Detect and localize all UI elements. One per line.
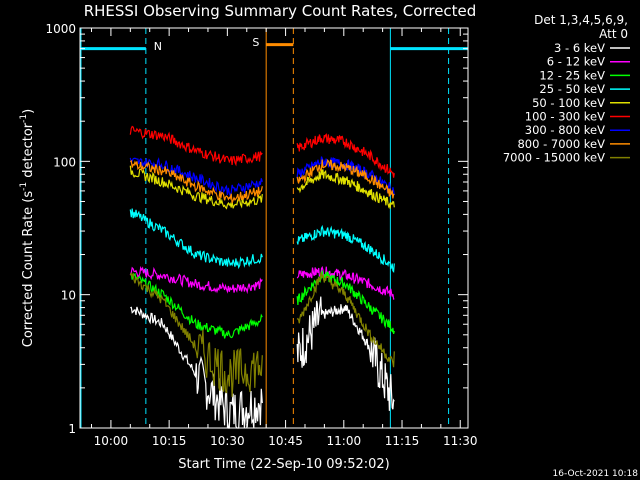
timestamp: 16-Oct-2021 10:18 <box>553 469 639 479</box>
legend-label: 6 - 12 keV <box>547 55 605 69</box>
y-tick-label: 1000 <box>45 22 76 36</box>
plot-frame <box>79 27 469 429</box>
legend-label: 300 - 800 keV <box>525 123 605 137</box>
legend-label: 800 - 7000 keV <box>517 137 605 151</box>
series-line <box>296 224 395 274</box>
y-axis-label-mid: detector <box>21 122 36 182</box>
legend-label: 100 - 300 keV <box>525 110 605 124</box>
x-tick-label: 10:00 <box>94 434 129 448</box>
y-axis-label-sup2: -1 <box>19 114 29 123</box>
x-tick-label: 10:30 <box>210 434 245 448</box>
series-line <box>296 272 395 368</box>
y-tick-label: 10 <box>61 289 76 303</box>
series-line <box>296 270 395 335</box>
series-line <box>130 272 263 339</box>
x-tick-label: 11:00 <box>327 434 362 448</box>
chart-title: RHESSI Observing Summary Count Rates, Co… <box>84 2 477 20</box>
x-tick-label: 10:45 <box>268 434 303 448</box>
series-line <box>129 208 263 270</box>
y-tick-label: 100 <box>53 155 76 169</box>
axes: 10:00 10:15 10:30 10:45 11:00 11:15 11:30 1 10 10… <box>45 22 477 448</box>
x-tick-label: 10:15 <box>152 434 187 448</box>
night-flag-label: N <box>154 40 162 53</box>
series-line <box>296 296 395 411</box>
y-axis-label-sup1: -1 <box>19 182 29 191</box>
series-line <box>296 169 395 209</box>
x-axis-label: Start Time (22-Sep-10 09:52:02) <box>178 457 389 472</box>
legend-label: 50 - 100 keV <box>532 96 605 110</box>
series-line <box>296 133 395 178</box>
y-axis-label: Corrected Count Rate (s-1 detector-1) <box>19 109 36 347</box>
series-line <box>129 165 263 210</box>
legend-label: 7000 - 15000 keV <box>503 151 605 165</box>
series-line <box>129 159 263 204</box>
series-line <box>130 306 263 429</box>
legend-header-line1: Det 1,3,4,5,6,9, <box>534 13 628 27</box>
y-axis-label-end: ) <box>21 109 36 114</box>
legend-label: 12 - 25 keV <box>539 68 605 82</box>
series-line <box>129 265 263 295</box>
legend-label: 25 - 50 keV <box>539 82 605 96</box>
y-axis-label-main: Corrected Count Rate (s <box>21 191 36 348</box>
series-line <box>296 159 395 199</box>
x-tick-label: 11:30 <box>443 434 478 448</box>
x-tick-label: 11:15 <box>385 434 420 448</box>
y-tick-label: 1 <box>68 422 76 436</box>
series-line <box>296 265 395 300</box>
legend-header-line2: Att 0 <box>599 27 628 41</box>
saa-flag-label: S <box>252 36 259 49</box>
legend-label: 3 - 6 keV <box>554 41 605 55</box>
series-line <box>129 272 263 397</box>
series-line <box>129 125 263 167</box>
